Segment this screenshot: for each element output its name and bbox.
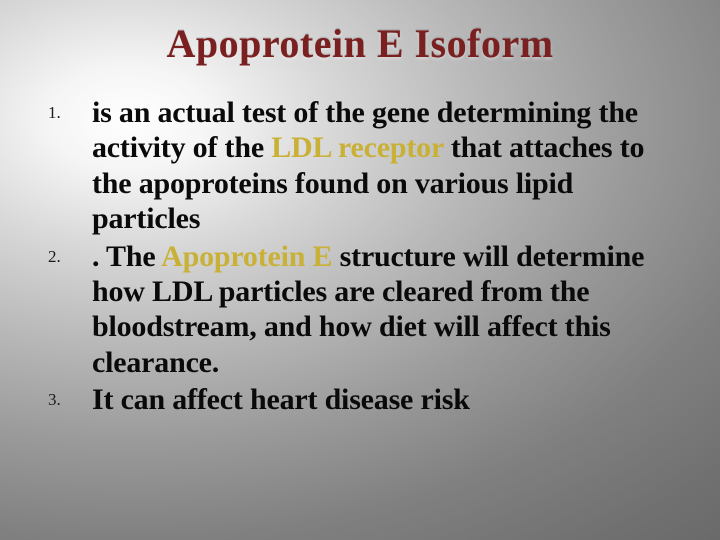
list-item: 2. . The Apoprotein E structure will det… <box>48 239 672 381</box>
slide-title: Apoprotein E Isoform <box>48 20 672 67</box>
numbered-list: 1. is an actual test of the gene determi… <box>48 95 672 418</box>
list-item: 1. is an actual test of the gene determi… <box>48 95 672 237</box>
item-number: 2. <box>48 239 92 267</box>
item-text: . The Apoprotein E structure will determ… <box>92 239 672 381</box>
item-text: is an actual test of the gene determinin… <box>92 95 672 237</box>
slide-container: Apoprotein E Isoform 1. is an actual tes… <box>0 0 720 418</box>
text-pre: . The <box>92 240 161 273</box>
item-text: It can affect heart disease risk <box>92 382 470 417</box>
highlight-text: LDL receptor <box>271 131 443 164</box>
highlight-text: Apoprotein E <box>161 240 332 273</box>
text-pre: It can affect heart disease risk <box>92 383 470 416</box>
list-item: 3. It can affect heart disease risk <box>48 382 672 417</box>
item-number: 1. <box>48 95 92 123</box>
item-number: 3. <box>48 382 92 410</box>
